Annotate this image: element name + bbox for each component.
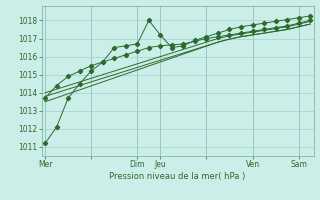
- X-axis label: Pression niveau de la mer( hPa ): Pression niveau de la mer( hPa ): [109, 172, 246, 181]
